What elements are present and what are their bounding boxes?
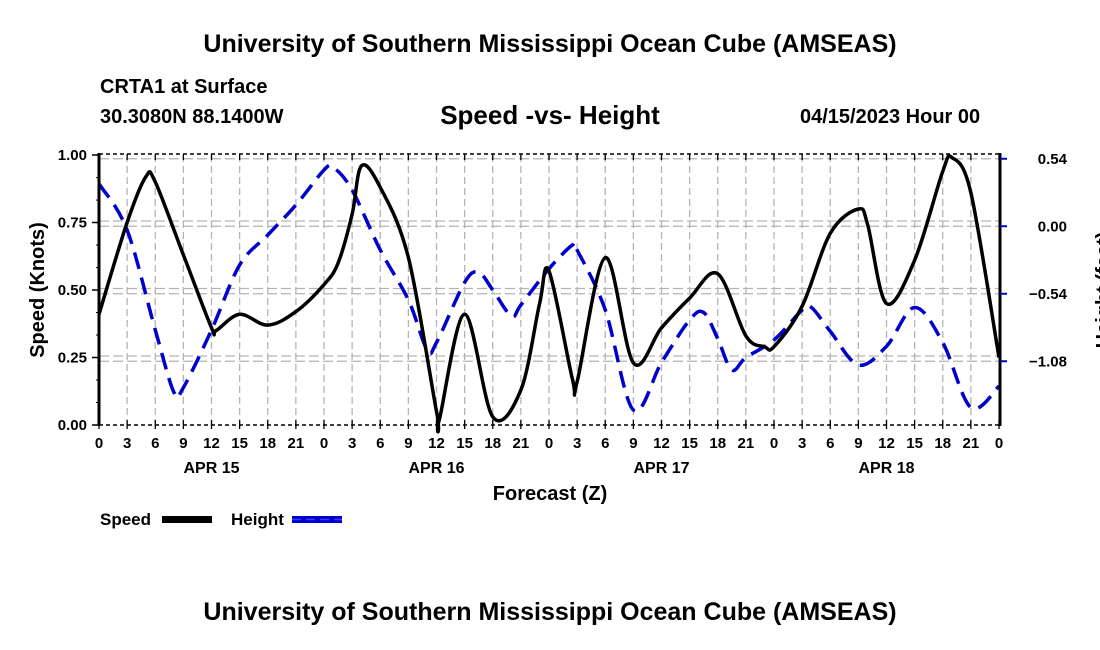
x-tick-label: 21 bbox=[288, 435, 305, 452]
x-tick-label: 18 bbox=[259, 435, 276, 452]
x-day-label: APR 16 bbox=[408, 460, 464, 477]
x-tick-label: 18 bbox=[709, 435, 726, 452]
x-tick-label: 18 bbox=[934, 435, 951, 452]
y2-axis-title: Height (feet) bbox=[1093, 232, 1100, 349]
legend-swatch-height bbox=[292, 516, 342, 523]
x-tick-label: 6 bbox=[826, 435, 834, 452]
x-tick-label: 18 bbox=[484, 435, 501, 452]
x-axis-title: Forecast (Z) bbox=[493, 483, 607, 505]
y-tick-label: 1.00 bbox=[58, 147, 87, 164]
series-line-speed bbox=[97, 154, 1001, 434]
x-tick-label: 9 bbox=[179, 435, 187, 452]
x-tick-label: 15 bbox=[456, 435, 473, 452]
legend-swatch-speed bbox=[162, 516, 212, 523]
series-layer bbox=[97, 154, 1001, 434]
x-tick-label: 12 bbox=[203, 435, 220, 452]
x-tick-label: 3 bbox=[348, 435, 356, 452]
x-tick-label: 15 bbox=[231, 435, 248, 452]
x-tick-label: 6 bbox=[601, 435, 609, 452]
legend-label-height: Height bbox=[231, 510, 284, 529]
y2-tick-label: −0.54 bbox=[1029, 286, 1068, 303]
x-tick-label: 9 bbox=[854, 435, 862, 452]
y2-tick-label: 0.00 bbox=[1038, 218, 1067, 235]
y2-tick-label: 0.54 bbox=[1038, 151, 1068, 168]
series-line-height bbox=[97, 163, 1001, 413]
y-axis-title: Speed (Knots) bbox=[27, 222, 49, 358]
x-tick-label: 0 bbox=[545, 435, 553, 452]
y2-tick-label: −1.08 bbox=[1029, 353, 1067, 370]
footer-title: University of Southern Mississippi Ocean… bbox=[203, 598, 897, 626]
y-tick-label: 0.75 bbox=[58, 215, 87, 232]
x-tick-label: 21 bbox=[738, 435, 755, 452]
station-label: CRTA1 at Surface bbox=[100, 76, 268, 98]
forecast-datetime: 04/15/2023 Hour 00 bbox=[800, 106, 981, 128]
x-tick-label: 12 bbox=[653, 435, 670, 452]
chart-subtitle: Speed -vs- Height bbox=[440, 100, 660, 130]
axis-labels: 0 3 6 9 12 15 18 21 0 3 6 9 12 15 18 21 0 3 6 9 12 15 18 21 0 3 6 9… bbox=[58, 147, 1068, 477]
x-tick-label: 0 bbox=[95, 435, 103, 452]
x-tick-label: 12 bbox=[428, 435, 445, 452]
legend-label-speed: Speed bbox=[100, 510, 151, 529]
x-tick-label: 6 bbox=[376, 435, 384, 452]
x-tick-label: 9 bbox=[404, 435, 412, 452]
x-tick-label: 15 bbox=[906, 435, 923, 452]
y-tick-label: 0.50 bbox=[58, 282, 87, 299]
y-tick-label: 0.00 bbox=[58, 417, 87, 434]
x-tick-label: 0 bbox=[995, 435, 1003, 452]
axes bbox=[92, 153, 1007, 429]
x-day-label: APR 18 bbox=[858, 460, 914, 477]
y-tick-label: 0.25 bbox=[58, 350, 87, 367]
grid bbox=[99, 155, 999, 425]
main-title: University of Southern Mississippi Ocean… bbox=[203, 30, 897, 58]
x-tick-label: 0 bbox=[320, 435, 328, 452]
legend: Speed Height bbox=[100, 510, 342, 529]
x-tick-label: 3 bbox=[123, 435, 131, 452]
x-tick-label: 3 bbox=[573, 435, 581, 452]
x-tick-label: 21 bbox=[963, 435, 980, 452]
x-tick-label: 15 bbox=[681, 435, 698, 452]
x-day-label: APR 15 bbox=[183, 460, 239, 477]
x-tick-label: 12 bbox=[878, 435, 895, 452]
x-tick-label: 0 bbox=[770, 435, 778, 452]
coordinates-label: 30.3080N 88.1400W bbox=[100, 106, 284, 128]
x-tick-label: 21 bbox=[513, 435, 530, 452]
x-day-label: APR 17 bbox=[633, 460, 689, 477]
x-tick-label: 3 bbox=[798, 435, 806, 452]
x-tick-label: 9 bbox=[629, 435, 637, 452]
x-tick-label: 6 bbox=[151, 435, 159, 452]
